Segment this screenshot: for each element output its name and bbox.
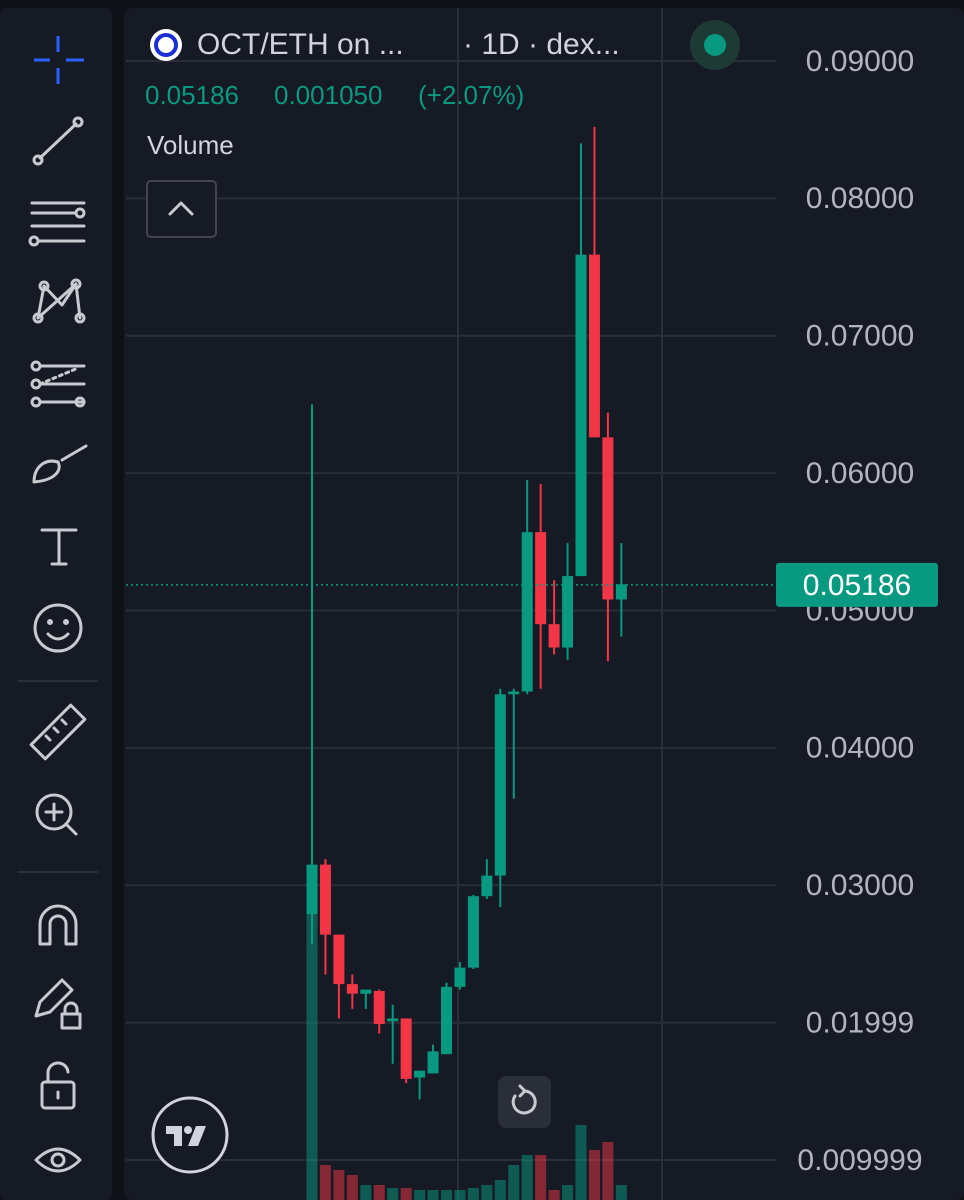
ruler-tool[interactable]: [29, 703, 87, 761]
y-tick-label: 0.07000: [806, 320, 914, 353]
candle-body: [319, 864, 331, 935]
candle-body: [454, 967, 466, 987]
volume-bar: [427, 1190, 439, 1200]
zoom-tool[interactable]: [35, 793, 78, 836]
volume-bar: [346, 1175, 358, 1200]
brush-tool[interactable]: [32, 444, 88, 484]
y-tick-label: 0.03000: [806, 869, 914, 902]
collapse-button[interactable]: [146, 180, 217, 238]
candle-body: [481, 875, 493, 897]
volume-bar: [360, 1185, 372, 1200]
candle-body: [508, 691, 520, 695]
visibility-tool[interactable]: [34, 1147, 82, 1173]
candle-body: [441, 986, 452, 1055]
volume-bar: [548, 1190, 560, 1200]
candle-body: [306, 864, 318, 915]
volume-bar: [508, 1165, 520, 1200]
volume-bar: [615, 1185, 627, 1200]
fib-tool[interactable]: [28, 201, 86, 247]
grid: [126, 8, 776, 1200]
volume-bar: [333, 1170, 345, 1200]
pattern-tool[interactable]: [32, 278, 86, 324]
y-tick-label: 0.09000: [806, 45, 914, 78]
volume-bar: [387, 1188, 399, 1200]
candle-body: [535, 532, 547, 625]
volume-bar: [575, 1125, 587, 1200]
symbol-title[interactable]: OCT/ETH on ...: [197, 28, 404, 61]
y-tick-label: 0.009999: [797, 1144, 922, 1177]
volume-bar: [319, 1165, 331, 1200]
y-tick-label: 0.08000: [806, 182, 914, 215]
volume-bar: [481, 1185, 493, 1200]
volume-bar: [521, 1155, 533, 1200]
quote-change: 0.001050: [274, 80, 382, 110]
volume-bar: [400, 1188, 412, 1200]
candle-body: [346, 984, 358, 994]
volume-bar: [441, 1190, 452, 1200]
y-tick-label: 0.06000: [806, 457, 914, 490]
candle-body: [615, 584, 627, 600]
crosshair-tool[interactable]: [34, 36, 84, 84]
candle-body: [575, 254, 587, 577]
candle-body: [521, 532, 533, 692]
lock-drawing-tool[interactable]: [34, 978, 82, 1030]
candle-body: [427, 1051, 439, 1074]
volume-bar: [467, 1188, 479, 1200]
candle-body: [360, 989, 372, 994]
volume-bar: [494, 1180, 506, 1200]
candle-body: [387, 1018, 399, 1022]
volume-bar: [562, 1185, 574, 1200]
quote-change-percent: (+2.07%): [418, 80, 524, 110]
volume-bar: [306, 870, 318, 1200]
candle-body: [467, 896, 479, 968]
toolbar-icons: [18, 36, 98, 1173]
volume-bar: [588, 1150, 600, 1200]
candle-body: [333, 934, 345, 985]
reset-button[interactable]: [498, 1076, 551, 1128]
y-tick-label: 0.04000: [806, 732, 914, 765]
volume-bar: [535, 1155, 547, 1200]
lock-tool[interactable]: [40, 1061, 76, 1110]
text-tool[interactable]: [40, 528, 78, 566]
symbol-logo-ring: [154, 33, 178, 57]
volume-indicator-label: Volume: [147, 130, 234, 160]
candle-body: [494, 694, 506, 876]
interval[interactable]: · 1D · dex...: [463, 28, 620, 61]
volume-bar: [414, 1190, 426, 1200]
plot: [126, 126, 776, 1200]
prediction-tool[interactable]: [30, 360, 86, 408]
candle-body: [548, 624, 560, 648]
magnet-tool[interactable]: [38, 904, 78, 946]
emoji-tool[interactable]: [33, 603, 83, 653]
volume-bar: [454, 1190, 466, 1200]
candle-body: [602, 437, 614, 600]
candle-body: [400, 1018, 412, 1079]
candle-body: [562, 576, 574, 648]
candle-body: [588, 254, 600, 438]
last-price-tag: [776, 562, 938, 607]
tradingview-logo[interactable]: [151, 1096, 229, 1174]
y-tick-label: 0.01999: [806, 1007, 914, 1040]
trend-line-tool[interactable]: [32, 116, 84, 166]
candle-body: [373, 990, 385, 1024]
status-dot: [704, 34, 726, 56]
candle-body: [414, 1070, 426, 1078]
volume-bar: [373, 1185, 385, 1200]
volume-bar: [602, 1142, 614, 1200]
quote-last: 0.05186: [145, 80, 239, 110]
last-price-label: 0.05186: [803, 569, 911, 602]
